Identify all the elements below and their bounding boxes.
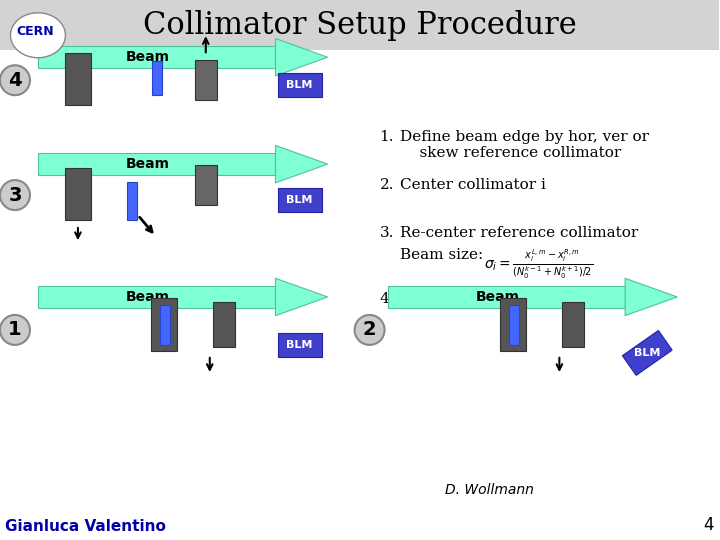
FancyBboxPatch shape [562, 302, 585, 347]
Text: Center collimator i: Center collimator i [400, 178, 546, 192]
Text: $\sigma_i = \frac{x_i^{L,m} - x_i^{R,m}}{(N_0^{k-1} + N_0^{k+1})/2}$: $\sigma_i = \frac{x_i^{L,m} - x_i^{R,m}}… [485, 248, 593, 281]
FancyBboxPatch shape [160, 305, 170, 345]
Text: 2: 2 [363, 320, 377, 340]
FancyBboxPatch shape [387, 286, 625, 308]
FancyBboxPatch shape [150, 299, 177, 352]
Text: BLM: BLM [287, 195, 313, 205]
Text: Collimator Setup Procedure: Collimator Setup Procedure [143, 10, 577, 41]
Text: Re-center reference collimator: Re-center reference collimator [400, 226, 638, 240]
Text: BLM: BLM [634, 348, 660, 358]
Text: 2.: 2. [379, 178, 394, 192]
Text: 3.: 3. [379, 226, 394, 240]
Ellipse shape [11, 13, 66, 58]
FancyBboxPatch shape [278, 333, 322, 357]
FancyBboxPatch shape [0, 1, 719, 50]
Ellipse shape [355, 315, 384, 345]
Text: CERN: CERN [16, 25, 54, 38]
Ellipse shape [0, 65, 30, 95]
FancyBboxPatch shape [65, 53, 91, 105]
Text: 4: 4 [703, 516, 714, 534]
FancyBboxPatch shape [195, 60, 217, 100]
FancyBboxPatch shape [500, 299, 526, 352]
Text: Beam: Beam [126, 50, 170, 64]
Polygon shape [276, 278, 328, 316]
Text: BLM: BLM [287, 80, 313, 90]
FancyBboxPatch shape [195, 165, 217, 205]
Polygon shape [625, 278, 678, 316]
Polygon shape [276, 145, 328, 183]
Text: Beam: Beam [126, 290, 170, 304]
Text: Beam size:: Beam size: [400, 248, 492, 262]
Text: Beam: Beam [476, 290, 520, 304]
Text: 1.: 1. [379, 130, 394, 144]
FancyBboxPatch shape [65, 168, 91, 220]
Ellipse shape [0, 180, 30, 210]
Text: Gianluca Valentino: Gianluca Valentino [5, 519, 166, 534]
FancyBboxPatch shape [152, 61, 162, 95]
Polygon shape [276, 38, 328, 76]
Text: BLM: BLM [287, 340, 313, 350]
FancyBboxPatch shape [213, 302, 235, 347]
Text: Define beam edge by hor, ver or
    skew reference collimator: Define beam edge by hor, ver or skew ref… [400, 130, 649, 160]
FancyBboxPatch shape [622, 330, 672, 375]
FancyBboxPatch shape [127, 182, 137, 220]
Text: Open collimator to  $N_i \cdot \sigma_i$: Open collimator to $N_i \cdot \sigma_i$ [400, 292, 594, 311]
Text: D. Wollmann: D. Wollmann [445, 483, 534, 497]
Text: 4: 4 [8, 71, 22, 90]
Text: 1: 1 [8, 320, 22, 340]
FancyBboxPatch shape [278, 73, 322, 97]
Text: 4.: 4. [379, 292, 394, 306]
FancyBboxPatch shape [278, 188, 322, 212]
FancyBboxPatch shape [38, 153, 276, 175]
Ellipse shape [0, 315, 30, 345]
Text: Beam: Beam [126, 157, 170, 171]
FancyBboxPatch shape [38, 46, 276, 68]
FancyBboxPatch shape [510, 305, 519, 345]
Text: 3: 3 [8, 186, 22, 205]
FancyBboxPatch shape [38, 286, 276, 308]
